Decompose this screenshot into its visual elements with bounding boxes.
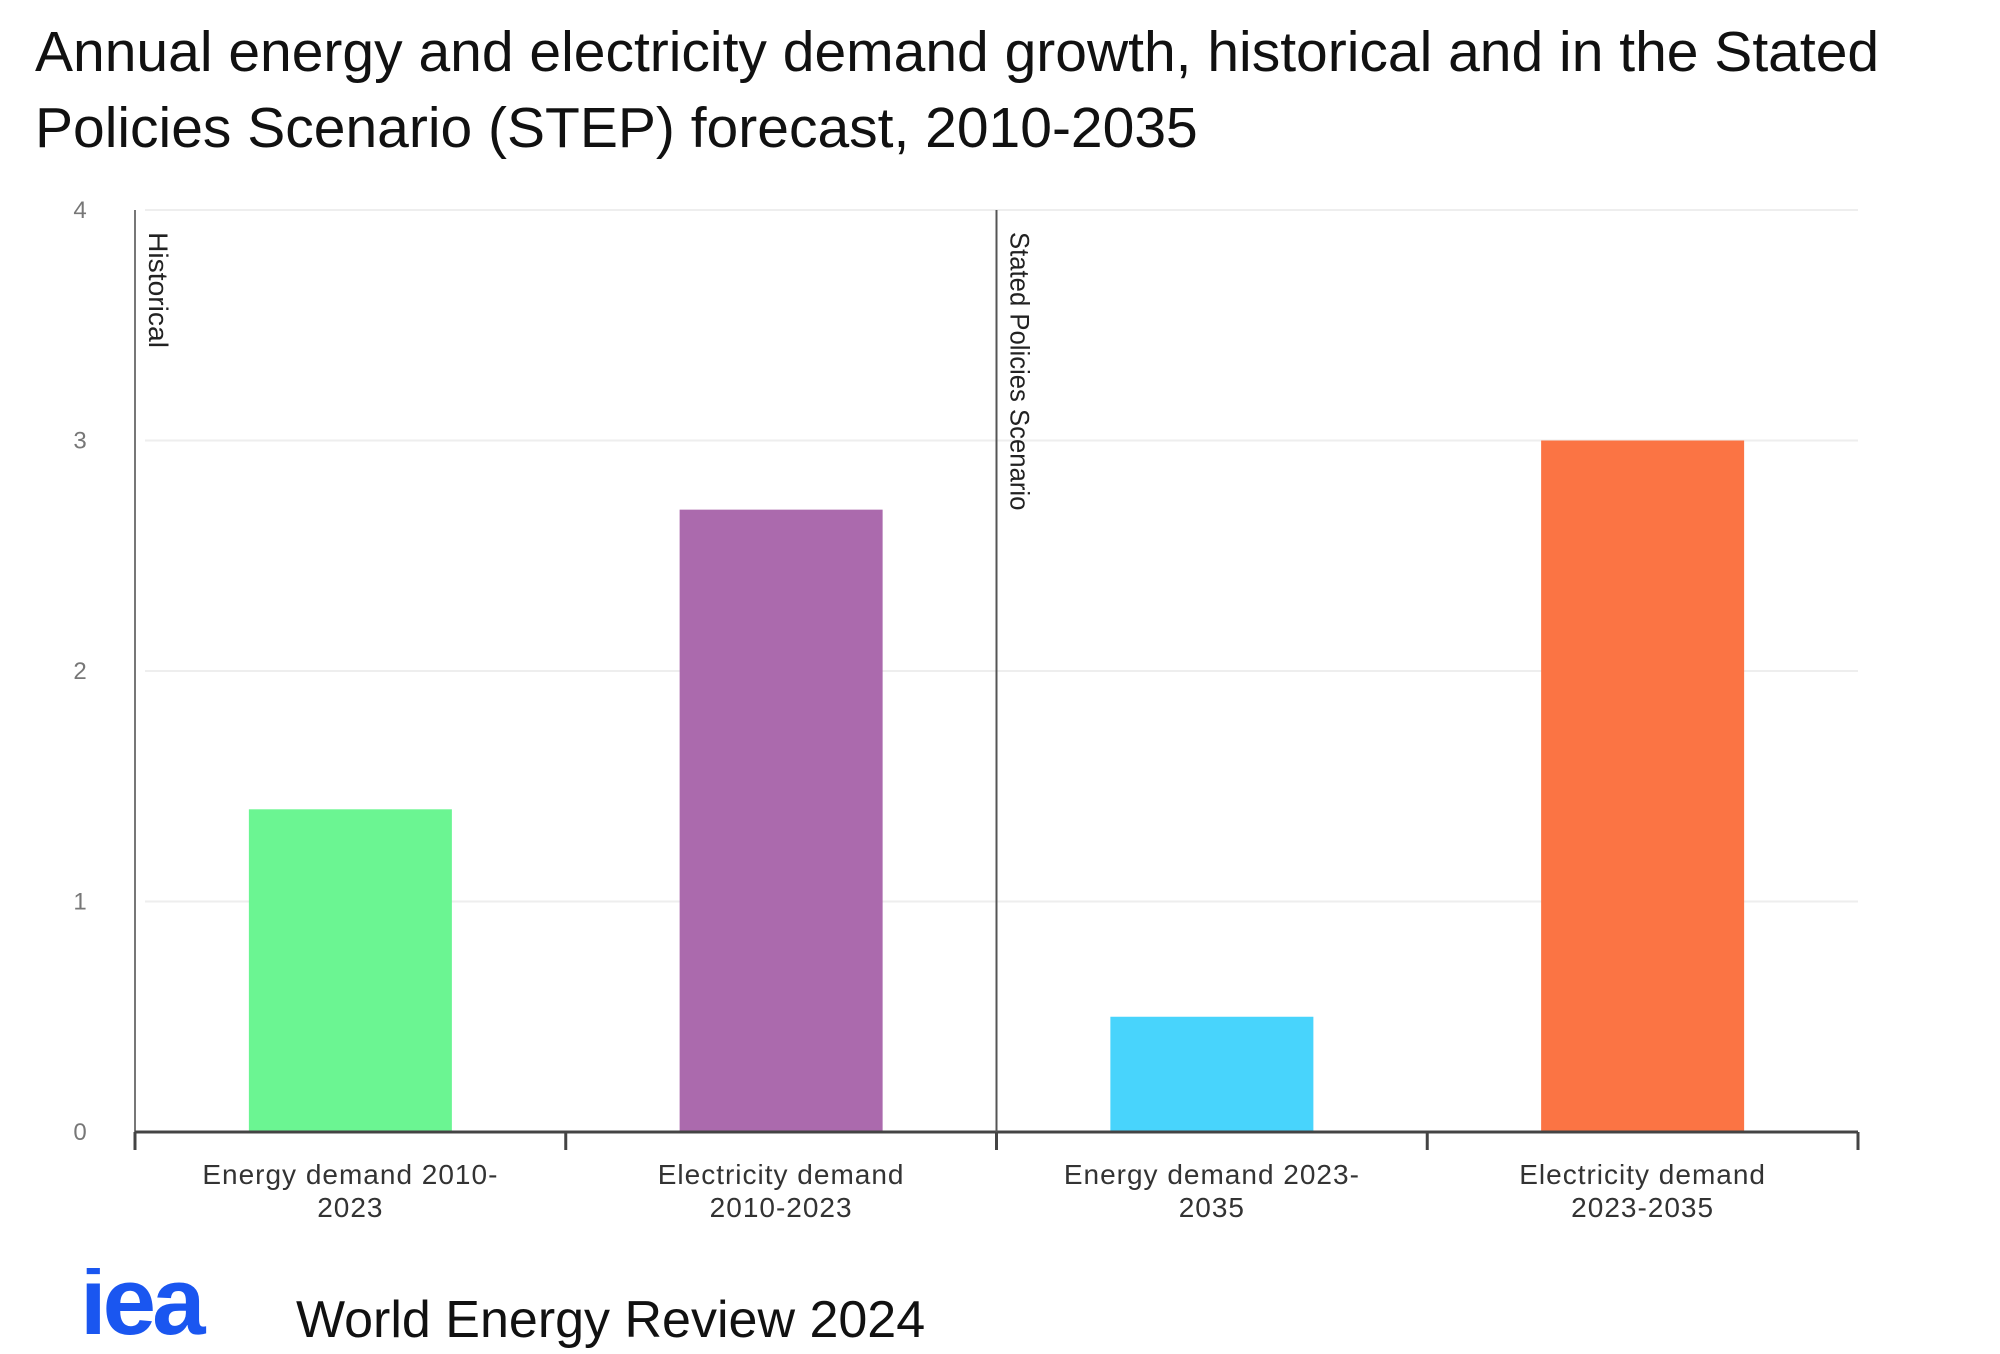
x-category-label: Energy demand 2010- (202, 1159, 498, 1190)
annotation-label: Stated Policies Scenario (1005, 232, 1035, 510)
x-category-label: Electricity demand (658, 1159, 905, 1190)
chart-title: Annual energy and electricity demand gro… (35, 20, 1880, 160)
iea-logo: iea (80, 1268, 210, 1348)
bar-2 (679, 509, 883, 1132)
x-category-label: 2023-2035 (1571, 1192, 1714, 1223)
source-label: World Energy Review 2024 (296, 1291, 926, 1349)
y-tick-label: 4 (73, 197, 86, 224)
iea-logo-text: iea (80, 1268, 206, 1348)
bar-3 (1110, 1016, 1314, 1132)
bar-1 (248, 809, 452, 1132)
x-category-label: 2010-2023 (710, 1192, 853, 1223)
annotation-label: Historical (143, 232, 173, 348)
y-tick-label: 3 (73, 428, 86, 455)
x-category-label: 2023 (317, 1192, 383, 1223)
x-category-label: Energy demand 2023- (1064, 1159, 1360, 1190)
y-axis-ticks: 0 1 2 3 4 (73, 197, 86, 1146)
y-tick-label: 0 (73, 1119, 86, 1146)
x-axis-labels: Energy demand 2010-2023 Electricity deman… (202, 1159, 1766, 1223)
y-tick-label: 2 (73, 658, 86, 685)
x-category-label: Electricity demand (1519, 1159, 1766, 1190)
bars (248, 440, 1745, 1132)
annotations: Historical Stated Policies Scenario (143, 210, 1035, 1132)
bar-4 (1541, 440, 1745, 1132)
x-category-label: 2035 (1179, 1192, 1245, 1223)
y-tick-label: 1 (73, 889, 86, 916)
